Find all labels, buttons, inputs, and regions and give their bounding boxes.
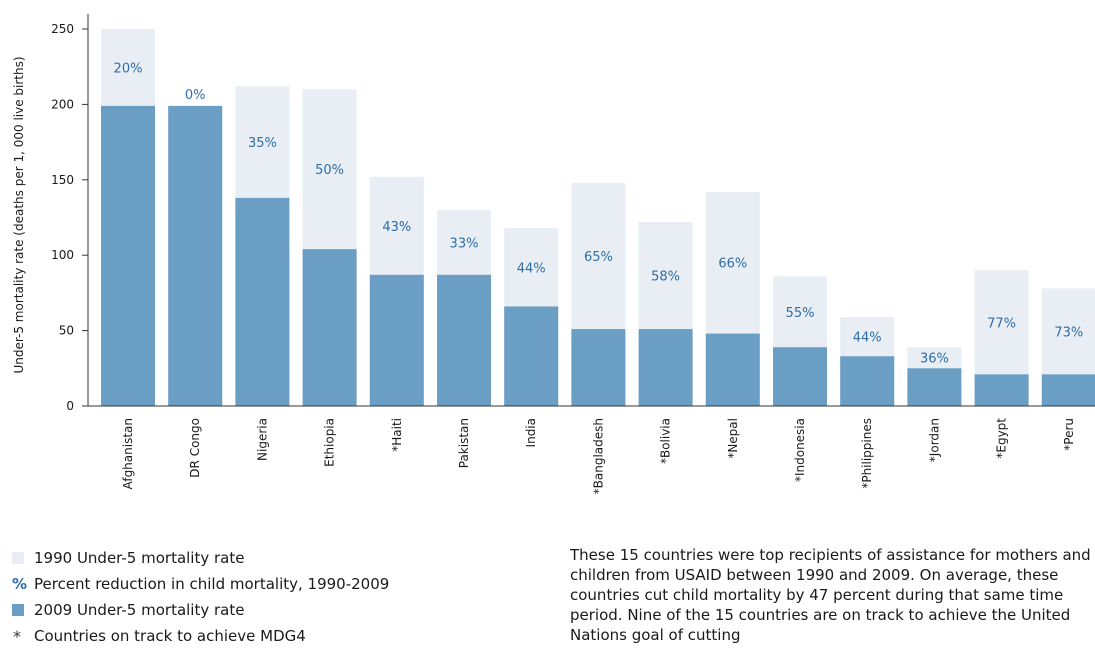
y-tick-label-4: 200 — [51, 97, 74, 111]
x-tick-label-12: *Jordan — [927, 418, 941, 462]
x-tick-label-10: *Indonesia — [793, 418, 807, 482]
data-label-9: 66% — [718, 257, 747, 272]
data-label-8: 58% — [651, 270, 680, 285]
y-tick-label-5: 250 — [51, 22, 74, 36]
data-label-14: 73% — [1054, 325, 1083, 340]
data-label-12: 36% — [920, 352, 949, 367]
legend-label-mdg4: Countries on track to achieve MDG4 — [34, 627, 306, 645]
bar-2009-2 — [235, 197, 290, 406]
bar-2009-9 — [705, 333, 760, 406]
legend-item-mdg4: * Countries on track to achieve MDG4 — [12, 623, 532, 649]
legend-item-1990: 1990 Under-5 mortality rate — [12, 545, 532, 571]
data-label-1: 0% — [185, 88, 206, 103]
data-label-11: 44% — [853, 331, 882, 346]
bar-2009-7 — [571, 329, 626, 406]
bar-2009-13 — [974, 374, 1029, 406]
x-tick-label-8: *Bolivia — [659, 418, 673, 464]
x-tick-label-14: *Peru — [1062, 418, 1076, 451]
data-label-5: 33% — [450, 236, 479, 251]
legend-label-2009: 2009 Under-5 mortality rate — [34, 601, 245, 619]
bar-2009-8 — [638, 329, 693, 406]
y-axis-label: Under-5 mortality rate (deaths per 1, 00… — [12, 56, 26, 373]
legend-item-percent: % Percent reduction in child mortality, … — [12, 571, 532, 597]
bar-2009-6 — [504, 306, 559, 406]
legend-label-percent: Percent reduction in child mortality, 19… — [34, 575, 390, 593]
data-label-2: 35% — [248, 136, 277, 151]
asterisk-symbol: * — [13, 626, 21, 646]
x-tick-label-3: Ethiopia — [323, 418, 337, 467]
data-label-10: 55% — [786, 306, 815, 321]
x-tick-label-13: *Egypt — [995, 418, 1009, 459]
data-label-0: 20% — [114, 61, 143, 76]
data-label-4: 43% — [382, 220, 411, 235]
percent-symbol: % — [12, 575, 28, 593]
legend-swatch-2009 — [12, 604, 24, 616]
legend-item-2009: 2009 Under-5 mortality rate — [12, 597, 532, 623]
data-label-13: 77% — [987, 316, 1016, 331]
bar-2009-11 — [840, 356, 895, 406]
axes-layer: Afghanistan DR Congo Nigeria Ethiopia *Haiti… — [51, 13, 1095, 494]
legend-label-1990: 1990 Under-5 mortality rate — [34, 549, 245, 567]
y-tick-label-1: 50 — [59, 324, 74, 338]
data-label-6: 44% — [517, 261, 546, 276]
y-tick-label-3: 150 — [51, 173, 74, 187]
y-tick-label-0: 0 — [66, 399, 74, 413]
x-tick-label-1: DR Congo — [188, 418, 202, 478]
data-label-7: 65% — [584, 250, 613, 265]
bar-2009-12 — [907, 368, 962, 406]
legend: 1990 Under-5 mortality rate % Percent re… — [12, 545, 532, 649]
bar-2009-5 — [437, 274, 491, 406]
y-tick-label-2: 100 — [51, 248, 74, 262]
x-tick-label-4: *Haiti — [390, 418, 404, 452]
bar-2009-1 — [168, 105, 223, 407]
bar-2009-10 — [773, 347, 827, 406]
bar-2009-14 — [1041, 374, 1095, 406]
data-label-3: 50% — [315, 163, 344, 178]
mortality-bar-chart: Under-5 mortality rate (deaths per 1, 00… — [12, 13, 1095, 494]
bar-2009-3 — [302, 249, 357, 406]
x-tick-label-11: *Philippines — [860, 418, 874, 489]
x-tick-label-9: *Nepal — [726, 418, 740, 459]
x-tick-label-0: Afghanistan — [121, 418, 135, 489]
x-tick-label-5: Pakistan — [457, 418, 471, 468]
bar-2009-0 — [101, 105, 155, 407]
summary-note: These 15 countries were top recipients o… — [570, 546, 1091, 644]
x-tick-label-7: *Bangladesh — [591, 418, 605, 494]
bar-2009-4 — [369, 274, 424, 406]
x-tick-label-6: India — [524, 418, 538, 447]
bars-layer: 20% 0% 35% 50% 43% 33% 44% 65% 58% 66% 55% 44% 36% 77… — [101, 29, 1095, 407]
legend-swatch-1990 — [12, 552, 24, 564]
x-tick-label-2: Nigeria — [255, 418, 269, 461]
